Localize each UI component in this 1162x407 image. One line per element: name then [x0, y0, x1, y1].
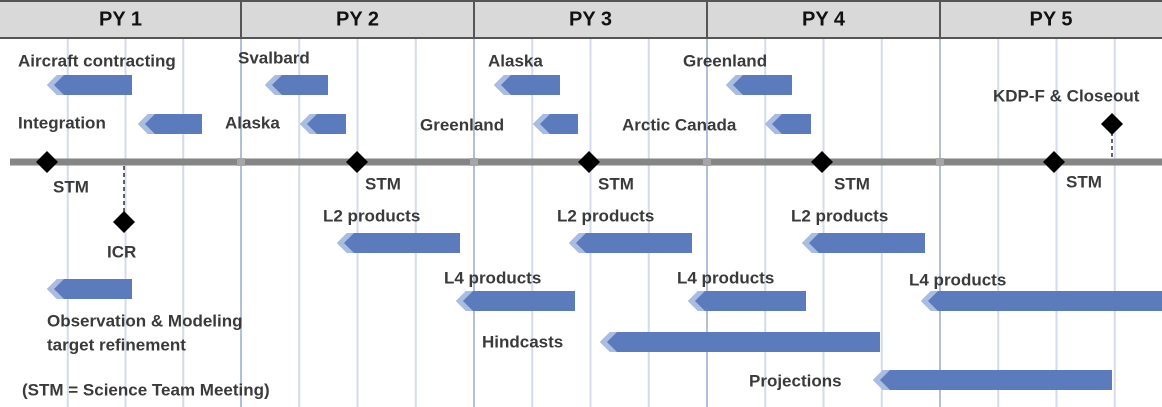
milestone [1043, 151, 1065, 173]
task-bar [47, 75, 132, 95]
task-bar-tip [569, 233, 586, 253]
task-bar [600, 332, 880, 352]
year-header: PY 2 [336, 8, 379, 30]
label: STM [53, 177, 89, 196]
task-bar [47, 279, 132, 299]
axis-tick [470, 158, 478, 166]
axis-tick [703, 158, 711, 166]
label: L4 products [909, 270, 1006, 289]
task-bar-tip [873, 370, 890, 390]
task-bar [921, 291, 1162, 311]
label: Hindcasts [482, 332, 563, 351]
task-bar [569, 233, 692, 253]
label: L2 products [557, 206, 654, 225]
task-bar-tip [47, 279, 64, 299]
task-bar [494, 75, 560, 95]
task-bar-tip [688, 291, 705, 311]
task-bar-tip [600, 332, 617, 352]
task-bar [456, 291, 575, 311]
label: KDP-F & Closeout [993, 86, 1140, 105]
task-bar-tip [456, 291, 473, 311]
task-bar [337, 233, 460, 253]
task-bar-tip [726, 75, 743, 95]
year-header: PY 1 [99, 8, 142, 30]
label: target refinement [47, 335, 186, 354]
label: Alaska [488, 51, 543, 70]
task-bar [873, 370, 1112, 390]
task-bar-tip [337, 233, 354, 253]
milestone [811, 151, 833, 173]
task-bar [138, 114, 202, 134]
label: Projections [749, 371, 842, 390]
label: ICR [107, 242, 136, 261]
content [36, 75, 1162, 390]
label: Alaska [225, 113, 280, 132]
label: STM [365, 174, 401, 193]
label: Greenland [420, 115, 504, 134]
footnote: (STM = Science Team Meeting) [22, 380, 270, 399]
task-bar-tip [802, 233, 819, 253]
axis-tick [237, 158, 245, 166]
task-bar-tip [265, 75, 282, 95]
label: L4 products [444, 268, 541, 287]
milestone [1101, 113, 1123, 135]
milestone [113, 211, 135, 233]
task-bar-tip [494, 75, 511, 95]
year-header: PY 4 [802, 8, 846, 30]
label: L4 products [677, 268, 774, 287]
axis-tick [936, 158, 944, 166]
label: Greenland [683, 51, 767, 70]
year-header: PY 5 [1030, 8, 1073, 30]
label: STM [834, 174, 870, 193]
label: Svalbard [238, 48, 310, 67]
task-bar [688, 291, 806, 311]
task-bar-tip [300, 114, 317, 134]
milestone [36, 151, 58, 173]
task-bar [265, 75, 328, 95]
label: Aircraft contracting [18, 51, 176, 70]
task-bar-tip [921, 291, 938, 311]
milestone [578, 151, 600, 173]
label: L2 products [791, 206, 888, 225]
label: Arctic Canada [622, 115, 737, 134]
label: STM [1066, 172, 1102, 191]
header-band [0, 0, 1162, 38]
label: L2 products [323, 206, 420, 225]
task-bar [726, 75, 792, 95]
task-bar-tip [765, 114, 782, 134]
milestone [346, 151, 368, 173]
task-bar-tip [533, 114, 550, 134]
task-bar-tip [138, 114, 155, 134]
label: Integration [18, 113, 106, 132]
label: Observation & Modeling [47, 311, 243, 330]
year-header: PY 3 [569, 8, 612, 30]
task-bar-tip [47, 75, 64, 95]
task-bar [802, 233, 925, 253]
label: STM [598, 174, 634, 193]
